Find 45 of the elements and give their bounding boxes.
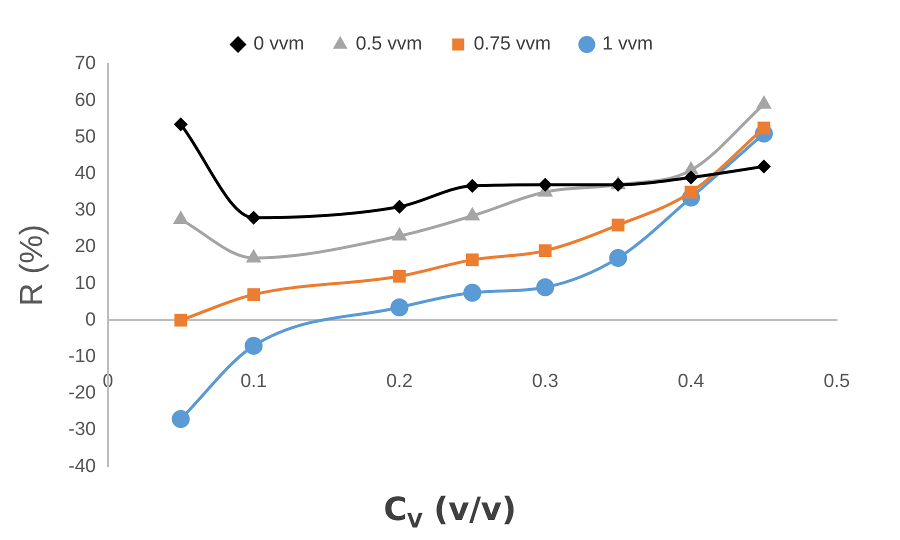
point <box>247 288 260 301</box>
point <box>684 186 698 198</box>
legend-label: 0 vvm <box>254 34 304 55</box>
point <box>244 336 263 355</box>
y-tick-label: 70 <box>74 53 96 74</box>
point <box>536 278 554 296</box>
point <box>612 218 624 232</box>
x-tick-label: 0.1 <box>240 370 267 392</box>
y-tick-label: -10 <box>68 346 96 368</box>
legend-label: 0.75 vvm <box>474 34 551 55</box>
point <box>466 253 479 266</box>
x-tick-label: 0.5 <box>824 370 850 392</box>
x-axis-title: C$_{V}$ (v/v) <box>382 490 518 532</box>
point <box>758 122 770 134</box>
legend-label: 1 vvm <box>602 34 653 55</box>
y-tick-label: -20 <box>68 382 96 404</box>
point <box>465 178 480 193</box>
y-axis-title: R (%) <box>13 224 50 306</box>
point <box>756 159 771 174</box>
point <box>174 117 188 132</box>
x-tick-label: 0.3 <box>532 370 558 392</box>
y-tick-label: 0 <box>85 309 96 330</box>
y-tick-label: -40 <box>68 456 96 477</box>
point <box>611 178 626 192</box>
point <box>609 248 628 267</box>
point <box>463 284 482 302</box>
y-tick-label: -30 <box>68 419 96 440</box>
point <box>172 410 190 428</box>
point <box>246 210 261 225</box>
y-tick-label: 30 <box>74 200 96 221</box>
y-tick-label: 60 <box>74 90 96 111</box>
point <box>393 270 406 283</box>
y-tick-label: 20 <box>74 236 96 258</box>
point <box>538 244 552 258</box>
point <box>174 314 188 327</box>
point <box>684 170 698 184</box>
y-tick-label: 10 <box>74 272 96 294</box>
x-tick-label: 0.4 <box>678 370 705 392</box>
y-tick-label: 40 <box>74 163 96 184</box>
legend-label: 0.5 vvm <box>356 34 422 55</box>
point <box>392 200 406 214</box>
point <box>538 178 552 192</box>
point <box>390 298 408 316</box>
x-tick-label: 0.2 <box>386 370 413 392</box>
y-tick-label: 50 <box>74 126 96 148</box>
